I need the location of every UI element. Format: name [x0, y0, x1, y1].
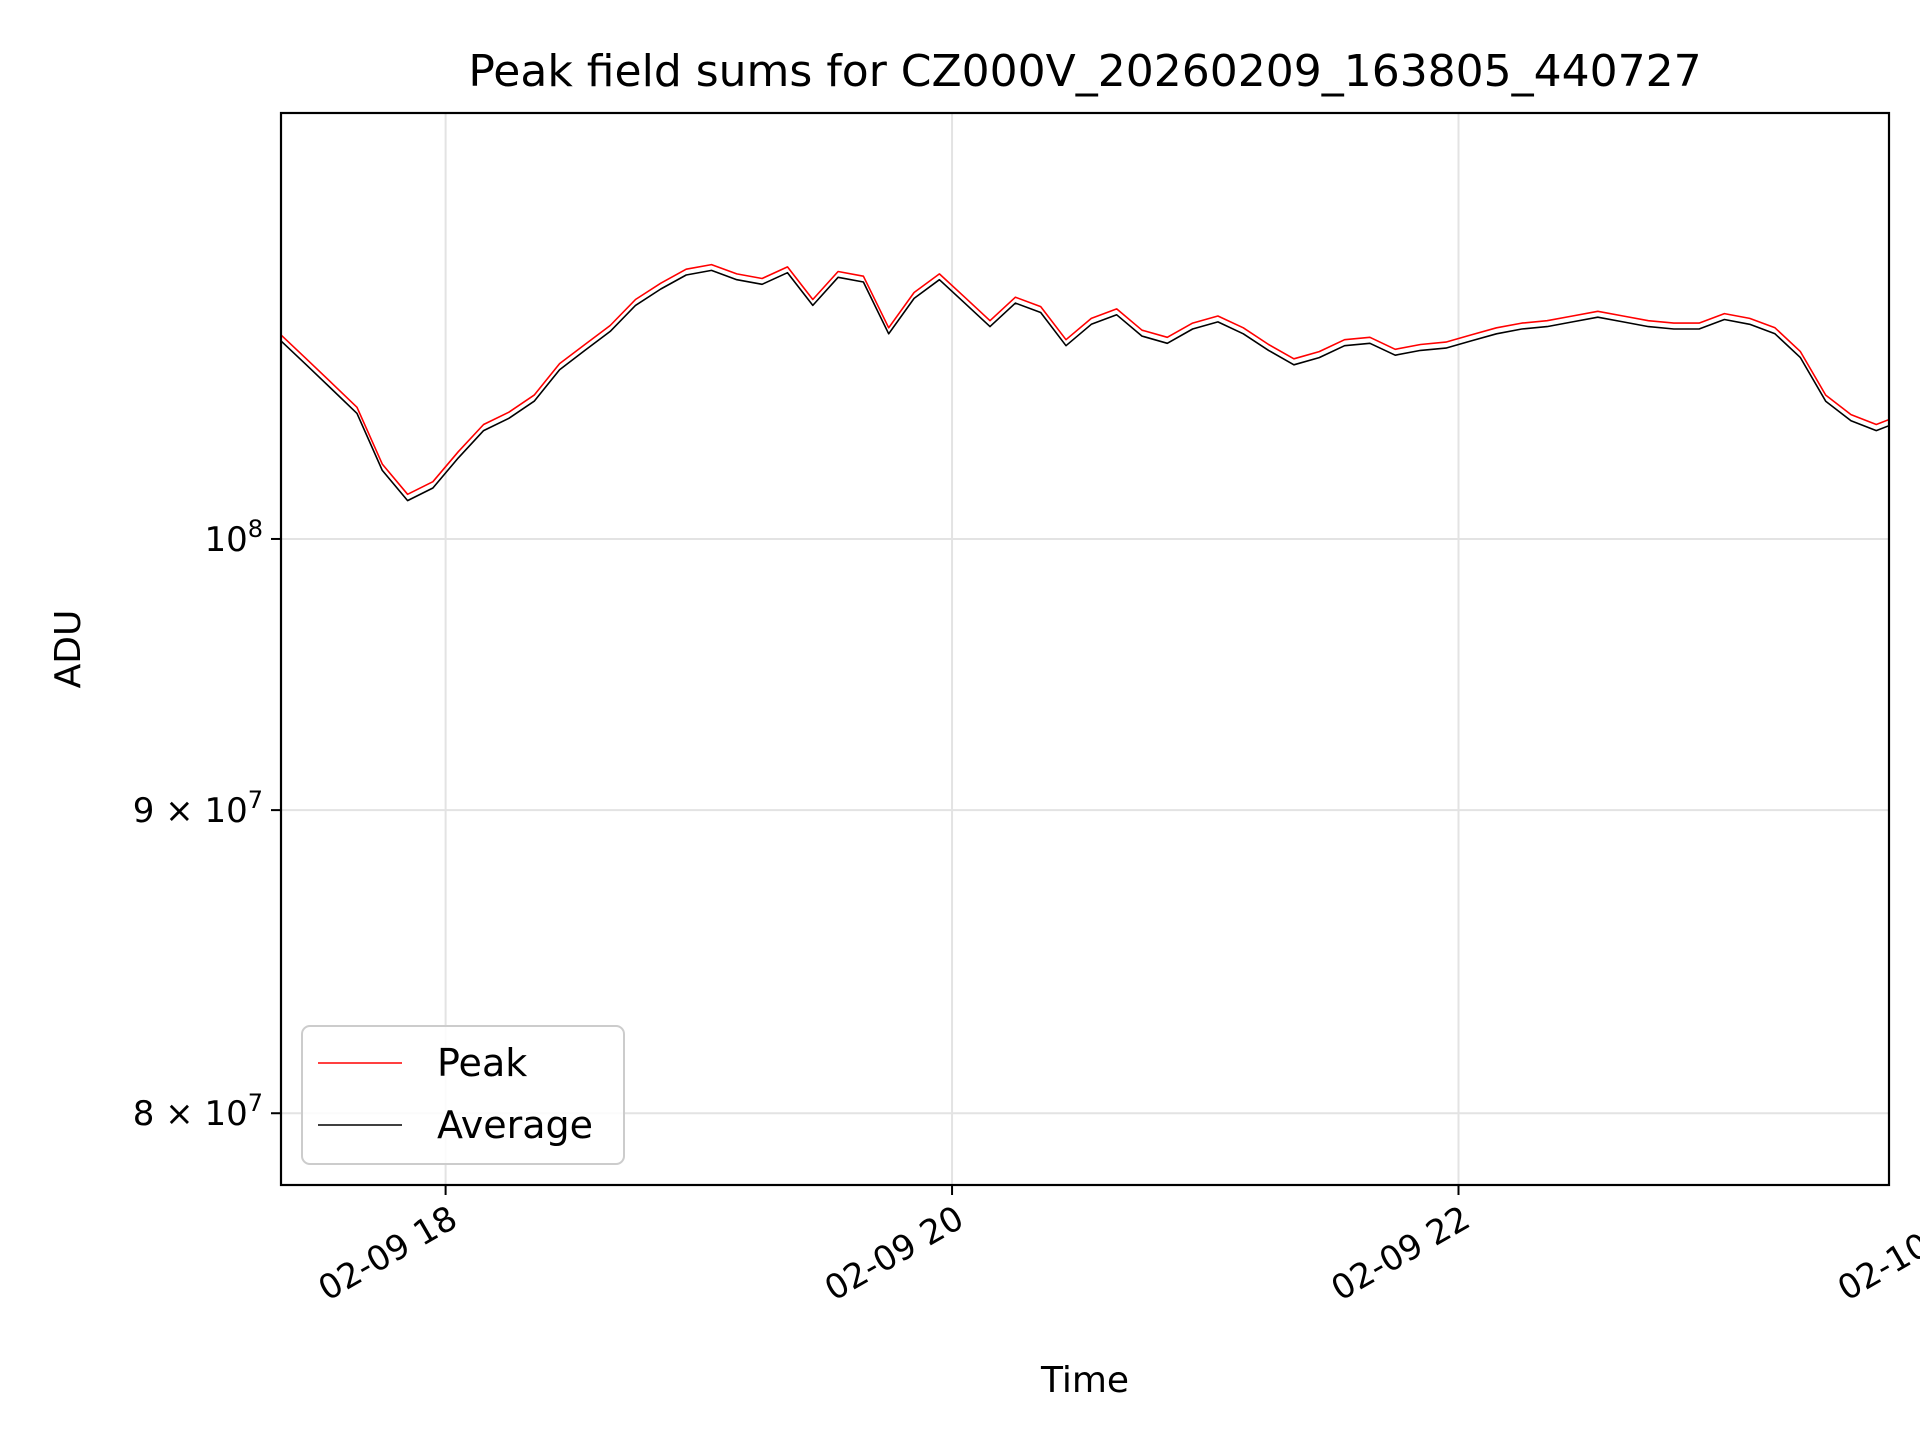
legend-label-average: Average	[437, 1103, 593, 1147]
y-tick-label-part: ×	[154, 791, 204, 831]
y-tick-label: 9 × 107	[133, 786, 263, 831]
series-line-average	[281, 269, 1889, 502]
y-tick-label: 8 × 107	[133, 1089, 263, 1134]
y-tick-label-part: 10	[204, 1094, 247, 1134]
chart-title: Peak field sums for CZ000V_20260209_1638…	[468, 46, 1701, 97]
y-tick-label-part: 8	[133, 1094, 155, 1134]
x-tick-label: 02-09 22	[1325, 1198, 1477, 1309]
y-tick-label-part: 8	[248, 515, 263, 543]
legend-box	[301, 1025, 625, 1165]
y-tick-label-part: ×	[154, 1094, 204, 1134]
legend: Peak Average	[301, 1025, 625, 1165]
x-tick-label: 02-10 00	[1831, 1198, 1920, 1309]
series-line-peak	[281, 263, 1889, 496]
y-axis-label: ADU	[48, 610, 89, 689]
x-axis-label: Time	[1040, 1360, 1129, 1401]
series-layer	[281, 263, 1889, 502]
y-tick-label-part: 7	[248, 786, 263, 814]
y-tick-label-part: 10	[204, 520, 247, 560]
grid-layer	[281, 113, 1889, 1185]
y-tick-label-part: 9	[133, 791, 155, 831]
x-tick-label: 02-09 20	[818, 1198, 970, 1309]
y-tick-label-part: 10	[204, 791, 247, 831]
legend-label-peak: Peak	[437, 1041, 527, 1085]
y-tick-label-part: 7	[248, 1089, 263, 1117]
y-tick-label: 108	[204, 515, 263, 560]
x-tick-label: 02-09 18	[312, 1198, 464, 1309]
plot-frame	[279, 111, 1891, 1187]
